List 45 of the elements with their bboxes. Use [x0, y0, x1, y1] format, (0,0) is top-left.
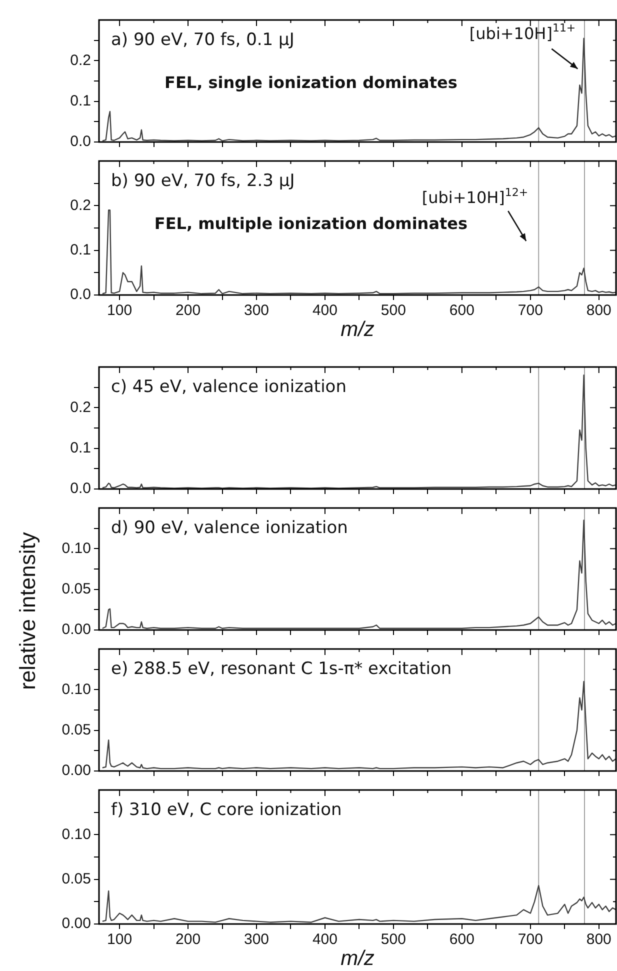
x-tick-label: 100 [107, 302, 132, 320]
x-tick-label: 200 [176, 931, 201, 948]
x-tick-label: 100 [107, 931, 132, 948]
x-tick-label: 300 [244, 302, 270, 320]
y-tick-label: 0.2 [70, 398, 91, 416]
x-tick-label: 600 [449, 302, 474, 320]
y-tick-label: 0.00 [62, 762, 91, 780]
annotation: FEL, single ionization dominates [164, 73, 458, 92]
y-tick-label: 0.05 [62, 721, 91, 738]
x-axis-title: m/z [340, 318, 375, 342]
annotation: FEL, multiple ionization dominates [154, 214, 468, 233]
y-tick-label: 0.10 [62, 826, 91, 843]
y-tick-label: 0.2 [70, 52, 91, 69]
x-tick-label: 800 [586, 931, 612, 948]
y-tick-label: 0.0 [70, 133, 91, 150]
y-tick-label: 0.1 [70, 92, 91, 110]
x-tick-label: 700 [518, 302, 543, 320]
x-tick-label: 700 [518, 931, 543, 948]
annotation: a) 90 eV, 70 fs, 0.1 μJ [111, 30, 294, 50]
y-tick-label: 0.00 [62, 915, 91, 932]
x-tick-label: 800 [586, 302, 612, 320]
y-tick-label: 0.0 [70, 480, 91, 498]
y-tick-label: 0.1 [70, 439, 91, 456]
x-tick-label: 500 [380, 302, 406, 320]
y-tick-label: 0.1 [70, 241, 91, 258]
annotation: b) 90 eV, 70 fs, 2.3 μJ [111, 171, 295, 191]
annotation: e) 288.5 eV, resonant C 1s-π* excitation [111, 659, 452, 679]
y-tick-label: 0.05 [62, 580, 91, 598]
y-tick-label: 0.10 [62, 680, 91, 698]
annotation: d) 90 eV, valence ionization [111, 518, 348, 538]
x-tick-label: 400 [312, 302, 338, 320]
y-tick-label: 0.10 [62, 540, 91, 557]
annotation: f) 310 eV, C core ionization [111, 800, 342, 820]
x-tick-label: 400 [312, 931, 338, 948]
annotation: c) 45 eV, valence ionization [111, 377, 346, 397]
x-tick-label: 500 [380, 931, 406, 948]
y-tick-label: 0.0 [70, 286, 91, 304]
x-tick-label: 300 [244, 931, 270, 948]
y-tick-label: 0.2 [70, 196, 91, 214]
y-axis-title: relative intensity [14, 532, 41, 690]
x-tick-label: 200 [176, 302, 201, 320]
y-tick-label: 0.00 [62, 621, 91, 638]
x-axis-title: m/z [340, 947, 375, 970]
x-tick-label: 600 [449, 931, 474, 948]
y-tick-label: 0.05 [62, 870, 91, 888]
